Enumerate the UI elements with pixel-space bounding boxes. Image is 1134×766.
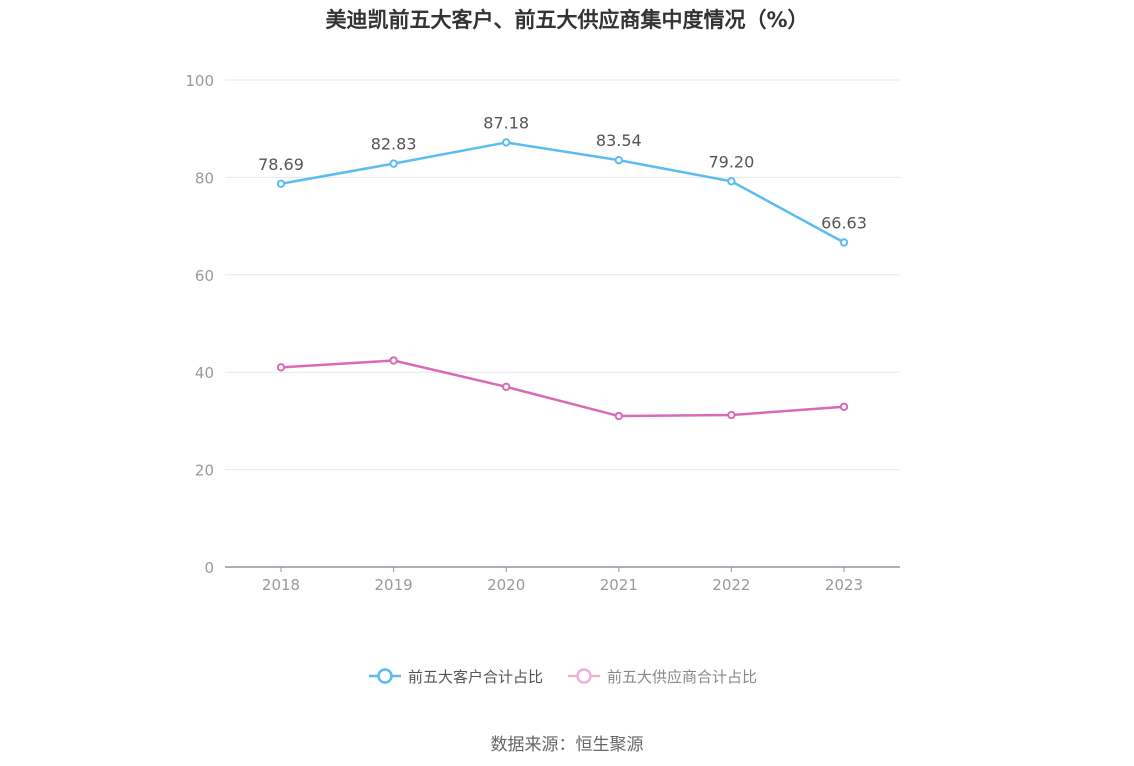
data-label: 79.20 [708, 152, 754, 171]
data-point[interactable] [276, 179, 286, 188]
data-point[interactable] [502, 138, 511, 147]
y-tick-label: 0 [204, 559, 214, 577]
y-tick-label: 100 [185, 72, 214, 90]
data-label: 87.18 [483, 113, 529, 132]
legend-label[interactable]: 前五大客户合计占比 [408, 668, 543, 686]
x-tick-label: 2021 [600, 576, 638, 594]
y-tick-label: 60 [195, 267, 214, 285]
data-point[interactable] [727, 410, 736, 420]
series-line [279, 359, 846, 418]
data-source: 数据来源：恒生聚源 [490, 735, 644, 755]
y-tick-label: 20 [195, 462, 214, 480]
data-point[interactable] [839, 238, 849, 247]
data-label: 82.83 [371, 135, 417, 154]
legend-swatch-marker [377, 668, 393, 684]
data-point[interactable] [389, 356, 398, 365]
y-tick-label: 80 [195, 169, 214, 187]
data-label: 83.54 [596, 131, 642, 150]
data-label: 78.69 [258, 155, 304, 174]
x-tick-label: 2022 [712, 576, 750, 594]
data-point[interactable] [389, 159, 398, 168]
data-point[interactable] [839, 402, 849, 411]
legend-swatch-marker [576, 668, 592, 684]
chart-title: 美迪凯前五大客户、前五大供应商集中度情况（%） [325, 8, 809, 32]
data-label: 66.63 [821, 214, 867, 233]
legend-label[interactable]: 前五大供应商合计占比 [607, 668, 757, 686]
series-line [279, 141, 846, 244]
x-tick-label: 2020 [487, 576, 525, 594]
x-tick-label: 2018 [262, 576, 300, 594]
data-point[interactable] [502, 382, 511, 392]
data-point[interactable] [614, 411, 623, 421]
data-point[interactable] [276, 363, 286, 372]
data-point[interactable] [614, 155, 623, 165]
data-point[interactable] [727, 177, 736, 186]
x-tick-label: 2019 [375, 576, 413, 594]
x-tick-label: 2023 [825, 576, 863, 594]
y-tick-label: 40 [195, 364, 214, 382]
